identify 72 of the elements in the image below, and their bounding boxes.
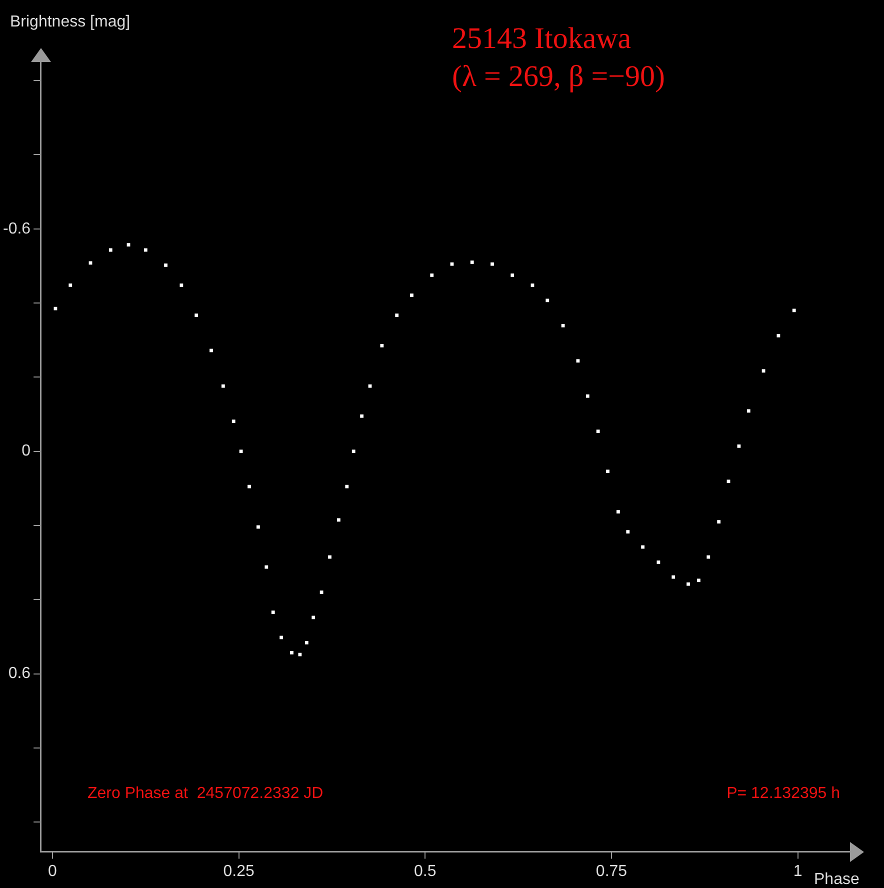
point xyxy=(470,260,474,264)
point xyxy=(54,306,58,310)
point xyxy=(232,420,236,423)
chart-subtitle: (λ = 269, β =−90) xyxy=(452,60,666,93)
point xyxy=(144,248,148,252)
point xyxy=(304,640,308,644)
point xyxy=(686,582,690,586)
annotation: P= 12.132395 h xyxy=(726,785,840,802)
point xyxy=(180,284,184,287)
y-tick-label: -0.6 xyxy=(2,220,31,238)
point xyxy=(530,284,534,287)
point xyxy=(395,314,399,317)
point xyxy=(626,530,630,534)
point xyxy=(737,444,741,448)
point xyxy=(328,555,332,559)
point xyxy=(368,384,372,388)
point xyxy=(596,430,600,434)
point xyxy=(586,394,590,398)
point xyxy=(606,470,610,474)
point xyxy=(706,555,710,559)
x-axis-title: Phase xyxy=(814,871,860,888)
point xyxy=(430,274,434,277)
point xyxy=(726,480,730,484)
y-tick-label: 0 xyxy=(22,442,31,460)
point xyxy=(360,414,364,418)
point xyxy=(510,274,514,277)
point xyxy=(641,545,644,549)
point xyxy=(380,344,384,348)
x-tick-label: 0.75 xyxy=(596,862,628,880)
point xyxy=(762,369,766,373)
point xyxy=(126,243,130,246)
point xyxy=(248,484,251,488)
point xyxy=(746,409,750,413)
point xyxy=(546,298,550,302)
point xyxy=(450,262,454,266)
point xyxy=(561,324,565,328)
point xyxy=(210,348,213,352)
point xyxy=(256,525,260,529)
point xyxy=(672,575,676,579)
point xyxy=(717,520,721,524)
point xyxy=(352,450,356,454)
point xyxy=(576,359,580,363)
point xyxy=(194,314,198,317)
point xyxy=(221,384,225,388)
point xyxy=(345,484,349,488)
point xyxy=(697,578,700,582)
point xyxy=(616,510,620,514)
x-tick-label: 1 xyxy=(793,862,802,880)
point xyxy=(68,284,72,287)
point xyxy=(271,610,275,614)
x-tick-label: 0.5 xyxy=(414,862,436,880)
point xyxy=(320,590,324,594)
point xyxy=(337,518,340,522)
point xyxy=(280,636,284,640)
point xyxy=(264,565,268,569)
point xyxy=(312,616,316,620)
point xyxy=(290,650,294,654)
x-tick-label: 0.25 xyxy=(223,862,254,880)
point xyxy=(776,334,780,338)
point xyxy=(298,652,302,656)
point xyxy=(164,264,168,267)
y-axis-title: Brightness [mag] xyxy=(10,13,130,30)
annotation: Zero Phase at 2457072.2332 JD xyxy=(87,785,324,802)
chart-title: 25143 Itokawa xyxy=(452,22,632,55)
point xyxy=(656,560,660,564)
x-tick-label: 0 xyxy=(48,862,58,880)
point xyxy=(108,248,112,252)
point xyxy=(490,262,494,266)
point xyxy=(239,450,243,454)
point xyxy=(410,294,414,297)
y-tick-label: 0.6 xyxy=(8,665,31,682)
point xyxy=(792,308,796,312)
